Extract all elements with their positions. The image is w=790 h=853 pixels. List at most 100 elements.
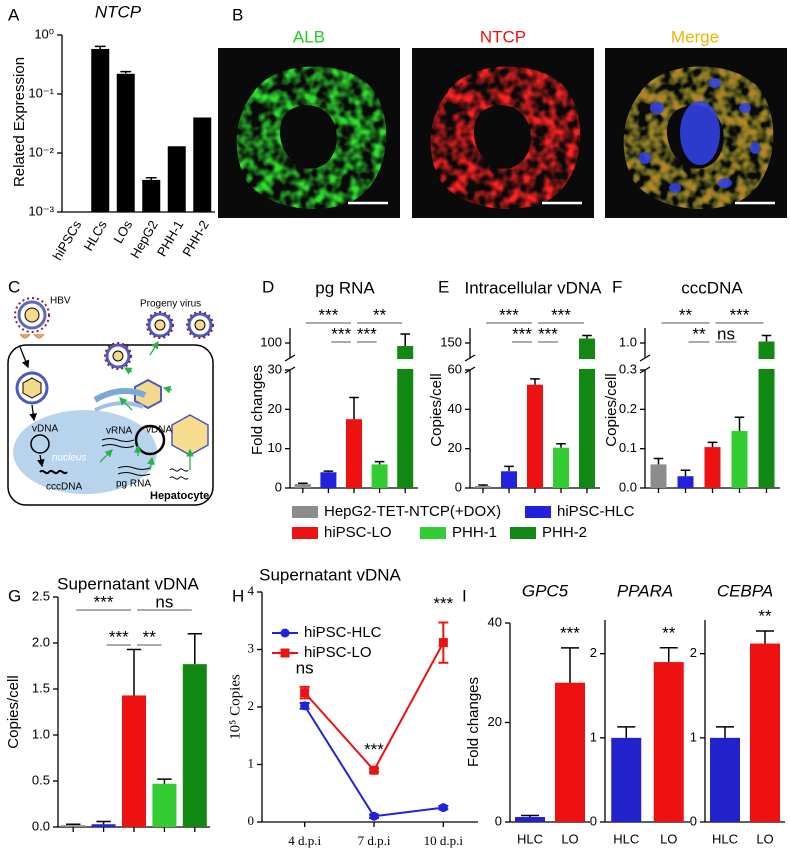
legend-marker bbox=[280, 648, 290, 658]
diagram-label: vRNA bbox=[106, 426, 132, 437]
y-tick-label: 30 bbox=[268, 361, 282, 376]
chart-title: PPARA bbox=[617, 581, 673, 600]
x-tick-label: LO bbox=[561, 831, 578, 846]
y-tick-label: 10⁻³ bbox=[28, 203, 54, 218]
bar bbox=[122, 695, 146, 827]
bar bbox=[167, 146, 186, 212]
error-bar bbox=[530, 378, 540, 385]
y-tick-label: 3 bbox=[248, 640, 255, 655]
error-bar bbox=[349, 396, 359, 420]
micrograph bbox=[412, 48, 594, 218]
y-axis-label: Related Expression bbox=[11, 57, 28, 187]
chart-title: CEBPA bbox=[717, 581, 773, 600]
significance-label: *** bbox=[730, 305, 750, 324]
diagram-label: HBV bbox=[50, 296, 71, 307]
error-bar bbox=[521, 814, 539, 818]
significance-label: *** bbox=[109, 627, 129, 646]
error-bar bbox=[556, 443, 566, 448]
line bbox=[303, 705, 444, 818]
bar bbox=[346, 419, 362, 488]
legend-label: PHH-1 bbox=[452, 524, 497, 541]
point bbox=[300, 688, 310, 698]
legend-label: HepG2-TET-NTCP(+DOX) bbox=[324, 503, 501, 520]
error-bar bbox=[400, 333, 410, 346]
legend-swatch bbox=[292, 527, 318, 539]
y-axis-label: Copies/cell bbox=[5, 675, 22, 748]
panel-letter: C bbox=[8, 277, 20, 296]
bar bbox=[152, 783, 177, 827]
break-mark bbox=[639, 366, 651, 374]
y-tick-label: 150 bbox=[440, 334, 462, 349]
annotation: ns bbox=[296, 658, 314, 677]
significance-label: ** bbox=[373, 305, 387, 324]
y-axis-label: 10⁵ Copies bbox=[227, 674, 243, 740]
x-tick-label: 10 d.p.i bbox=[424, 833, 464, 848]
error-bar bbox=[707, 441, 718, 448]
point bbox=[300, 701, 310, 711]
bar bbox=[116, 73, 135, 212]
image-title: Merge bbox=[671, 27, 719, 46]
diagram-label: nucleus bbox=[52, 453, 86, 464]
x-tick-label: LOs bbox=[110, 217, 135, 246]
point bbox=[369, 765, 379, 775]
bar bbox=[555, 682, 585, 822]
error-bar bbox=[298, 482, 308, 485]
micrograph bbox=[218, 48, 400, 218]
legend-marker bbox=[280, 628, 290, 638]
y-tick-label: 1.0 bbox=[32, 726, 50, 741]
diagram: HBV Progeny virus vDNA vRNA nucleus cccD… bbox=[7, 296, 214, 506]
error-bar bbox=[680, 469, 691, 477]
bar bbox=[193, 117, 212, 212]
y-tick-label: 10⁰ bbox=[34, 26, 54, 41]
y-tick-label: 2 bbox=[590, 645, 597, 660]
significance-label: *** bbox=[331, 324, 351, 343]
annotation: *** bbox=[364, 740, 384, 759]
error-bar bbox=[561, 647, 579, 683]
x-tick-label: LO bbox=[756, 831, 773, 846]
error-bar bbox=[478, 484, 488, 487]
y-tick-label: 1 bbox=[590, 729, 597, 744]
bar bbox=[397, 346, 414, 488]
chart-title: pg RNA bbox=[315, 278, 375, 297]
y-tick-label: 1 bbox=[690, 729, 697, 744]
panel-letter: H bbox=[232, 586, 244, 605]
micrograph bbox=[605, 48, 787, 218]
x-tick-label: PHH-2 bbox=[179, 218, 211, 259]
bar bbox=[758, 341, 775, 488]
x-tick-label: HLC bbox=[712, 831, 738, 846]
y-tick-label: 40 bbox=[448, 401, 462, 416]
error-bar bbox=[761, 334, 772, 342]
chart-title: cccDNA bbox=[681, 278, 743, 297]
error-bar bbox=[145, 177, 157, 180]
y-tick-label: 20 bbox=[488, 714, 502, 729]
chart-title: Intracellular vDNA bbox=[465, 278, 603, 297]
legend-label: hiPSC-LO bbox=[324, 524, 392, 541]
significance-label: *** bbox=[357, 324, 377, 343]
y-axis-label: Fold changes bbox=[249, 365, 266, 455]
diagram-label: vDNA bbox=[146, 425, 172, 436]
y-tick-label: 0 bbox=[690, 813, 697, 828]
legend-label: hiPSC-HLC bbox=[304, 624, 382, 641]
significance-label: *** bbox=[551, 305, 571, 324]
bar bbox=[653, 662, 684, 822]
bar bbox=[142, 179, 161, 212]
break-mark bbox=[284, 354, 296, 362]
y-tick-label: 20 bbox=[448, 440, 462, 455]
bar bbox=[501, 471, 517, 488]
panel-letter: E bbox=[438, 277, 449, 296]
panel-letter: G bbox=[8, 586, 21, 605]
significance-label: *** bbox=[318, 305, 338, 324]
axis-break bbox=[282, 359, 420, 369]
significance-label: ** bbox=[143, 627, 157, 646]
significance-label: *** bbox=[560, 623, 580, 642]
error-bar bbox=[504, 465, 514, 472]
error-bar bbox=[187, 633, 202, 665]
y-tick-label: 0.5 bbox=[32, 772, 50, 787]
y-tick-label: 10 bbox=[268, 440, 282, 455]
image-title: NTCP bbox=[480, 27, 526, 46]
chart-title: Supernatant vDNA bbox=[57, 574, 199, 593]
panel-letter: F bbox=[612, 277, 622, 296]
chart-title: NTCP bbox=[95, 2, 142, 21]
break-mark bbox=[464, 366, 476, 374]
